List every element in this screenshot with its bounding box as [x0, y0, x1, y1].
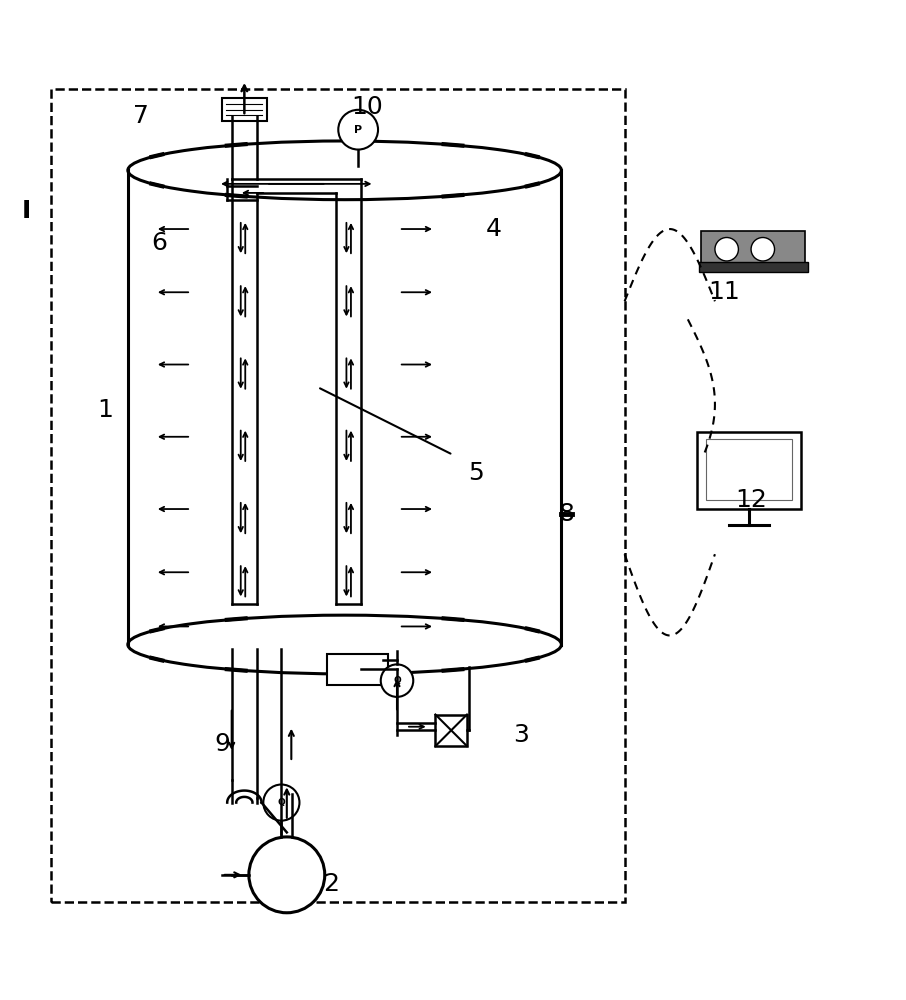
Text: 9: 9 — [215, 732, 231, 756]
Circle shape — [264, 785, 300, 821]
Text: Q: Q — [393, 676, 400, 685]
Text: P: P — [354, 125, 362, 135]
Text: 11: 11 — [708, 280, 740, 304]
Text: 7: 7 — [133, 104, 149, 128]
Text: 2: 2 — [323, 872, 339, 896]
Bar — [699, 262, 808, 272]
Text: Q: Q — [277, 798, 285, 807]
Circle shape — [249, 837, 324, 913]
Text: 3: 3 — [513, 723, 529, 747]
Circle shape — [751, 238, 775, 261]
Text: 8: 8 — [558, 502, 573, 526]
Bar — [701, 231, 805, 268]
Text: 5: 5 — [467, 461, 484, 485]
Bar — [326, 654, 388, 685]
Bar — [706, 439, 792, 500]
Circle shape — [381, 664, 413, 697]
Text: 4: 4 — [486, 217, 502, 241]
Circle shape — [715, 238, 738, 261]
Bar — [697, 432, 801, 509]
Bar — [51, 89, 624, 902]
Text: 1: 1 — [97, 398, 113, 422]
Bar — [222, 98, 267, 121]
Circle shape — [338, 110, 378, 150]
Text: 10: 10 — [352, 95, 383, 119]
Text: I: I — [22, 199, 32, 223]
Text: 12: 12 — [735, 488, 767, 512]
Text: 6: 6 — [151, 231, 168, 255]
Bar — [436, 715, 467, 746]
